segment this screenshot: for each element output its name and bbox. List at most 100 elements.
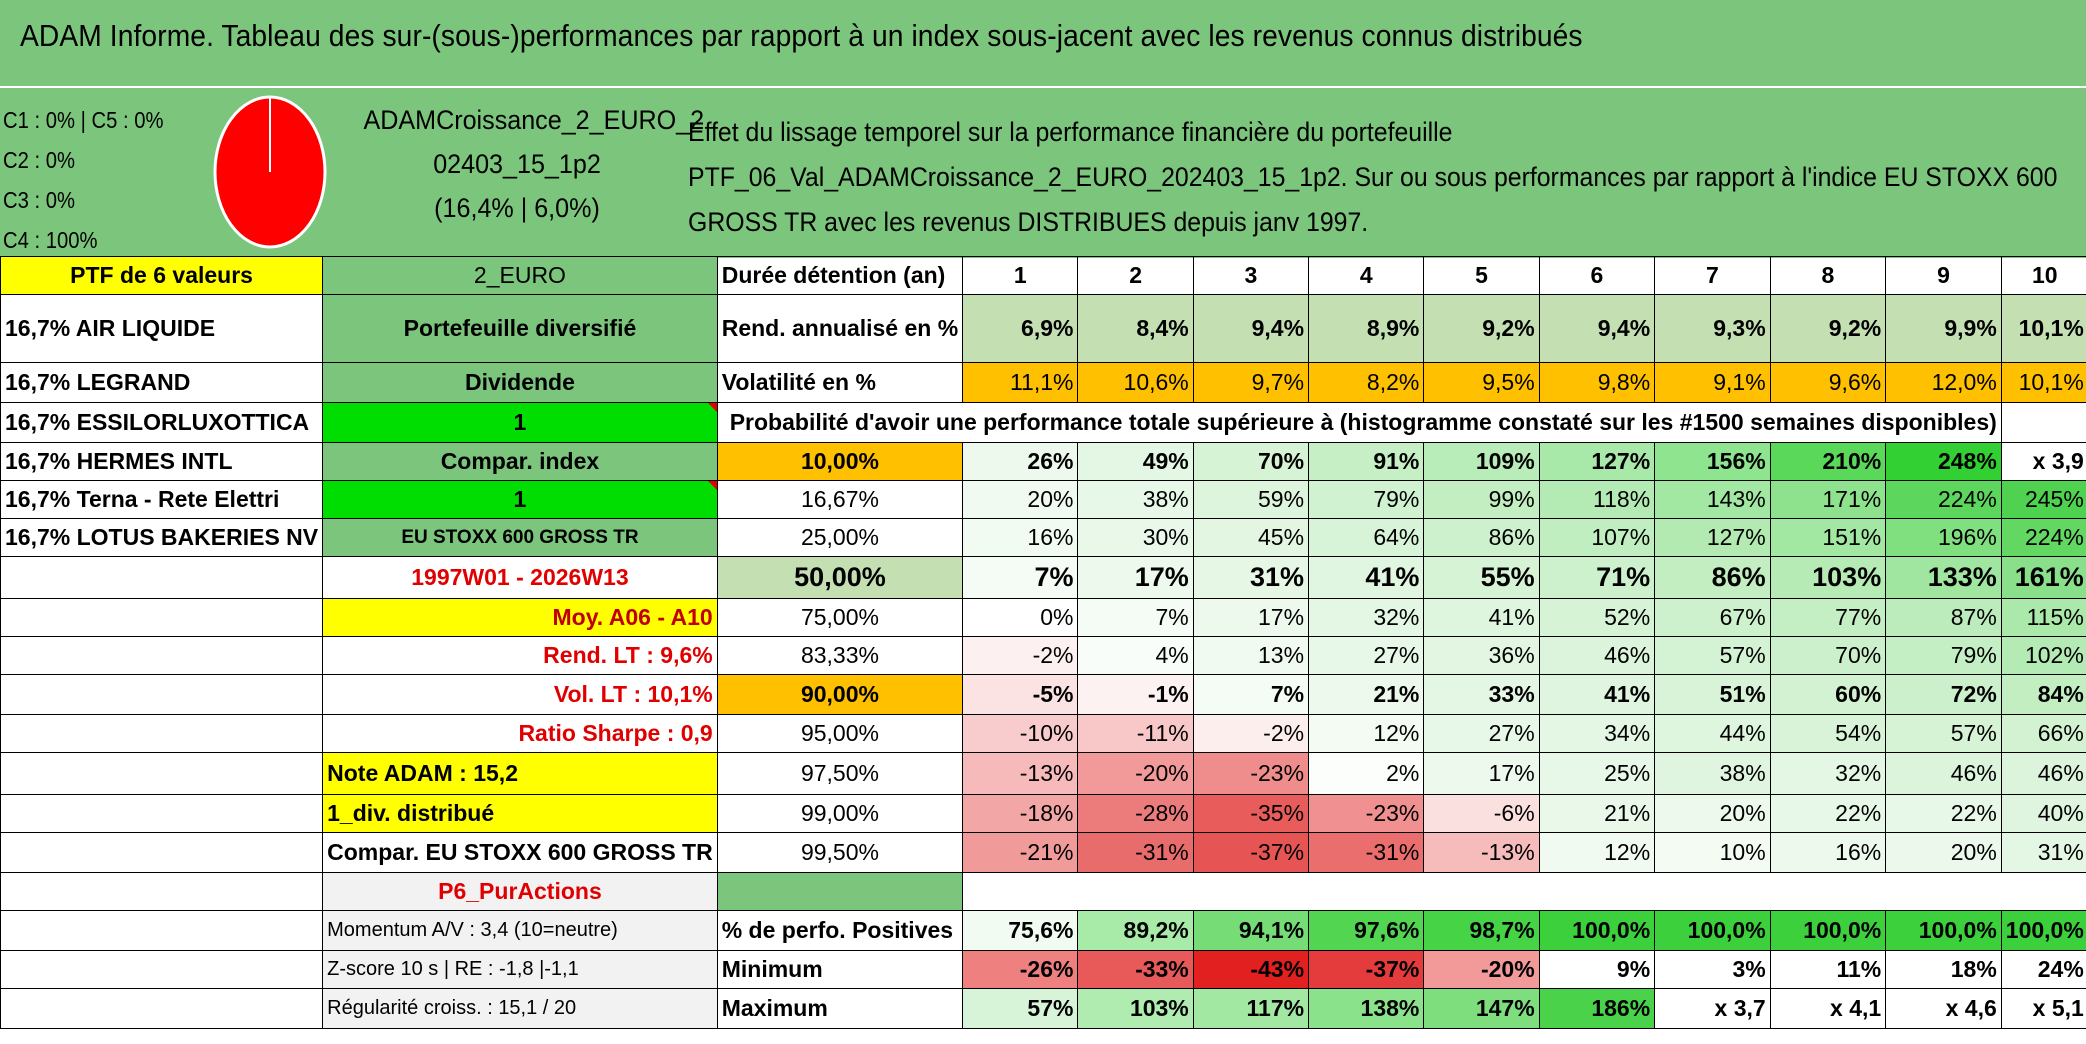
holding-5: 16,7% Terna - Rete Elettri: [0, 480, 324, 519]
legend-line-3: C3 : 0%: [3, 187, 76, 213]
prob-cell: 66%: [2000, 714, 2086, 753]
prob-cell: 7%: [962, 556, 1079, 599]
minimum-cell: 3%: [1654, 950, 1771, 989]
table-row: Moy. A06 - A10 75,00% 0% 7% 17% 32% 41% …: [0, 598, 2086, 637]
prob-cell: 13%: [1192, 636, 1310, 675]
prob-cell: 22%: [1885, 794, 2002, 833]
empty-band: [963, 873, 2086, 911]
strategy-name: P6_PurActions: [322, 872, 718, 911]
prob-cell: 45%: [1192, 518, 1310, 557]
prob-cell: 16%: [962, 518, 1079, 557]
prob-cell: 245%: [2000, 480, 2086, 519]
prob-cell: 31%: [1192, 556, 1310, 599]
distributed-dividend: 1_div. distribué: [322, 794, 718, 833]
prob-cell: 60%: [1769, 674, 1887, 715]
prob-cell: 27%: [1308, 636, 1425, 675]
legend-line-2: C2 : 0%: [3, 147, 76, 173]
holding-3: 16,7% ESSILORLUXOTTICA: [0, 402, 324, 443]
prob-cell: -20%: [1077, 752, 1194, 795]
volatility-cell: 9,5%: [1423, 362, 1540, 403]
prob-cell: 38%: [1077, 480, 1194, 519]
prob-cell: 224%: [1885, 480, 2002, 519]
prob-cell: 55%: [1423, 556, 1540, 599]
effect-description: Effet du lissage temporel sur la perform…: [688, 110, 2058, 245]
return-cell: 10,1%: [2000, 294, 2086, 363]
prob-cell: 32%: [1308, 598, 1425, 637]
prob-cell: -21%: [962, 832, 1079, 873]
holding-2: 16,7% LEGRAND: [0, 362, 324, 403]
prob-cell: 40%: [2000, 794, 2086, 833]
positive-perf-label: % de perfo. Positives: [716, 910, 964, 951]
empty-cell: [0, 832, 324, 873]
volatility-cell: 10,1%: [2000, 362, 2086, 403]
legend-line-4: C4 : 100%: [3, 227, 98, 253]
return-cell: 6,9%: [962, 294, 1079, 363]
minimum-cell: -26%: [962, 950, 1079, 989]
prob-cell: 20%: [1885, 832, 2002, 873]
currency-label: 2_EURO: [322, 256, 718, 295]
holding-1: 16,7% AIR LIQUIDE: [0, 294, 324, 363]
return-cell: 9,4%: [1192, 294, 1310, 363]
index-comparison-label: Compar. index: [322, 442, 718, 481]
dividend-label: Dividende: [322, 362, 718, 403]
return-cell: 9,3%: [1654, 294, 1771, 363]
positive-cell: 100,0%: [1769, 910, 1887, 951]
prob-cell: 38%: [1654, 752, 1771, 795]
prob-cell: 33%: [1423, 674, 1540, 715]
prob-cell: 49%: [1077, 442, 1194, 481]
prob-cell: 109%: [1423, 442, 1540, 481]
index-input[interactable]: 1: [322, 480, 718, 519]
prob-cell: 133%: [1885, 556, 2002, 599]
prob-cell: 20%: [962, 480, 1079, 519]
volatility-cell: 8,2%: [1308, 362, 1425, 403]
prob-cell: 224%: [2000, 518, 2086, 557]
minimum-cell: -37%: [1308, 950, 1425, 989]
prob-cell: 91%: [1308, 442, 1425, 481]
volatility-label: Volatilité en %: [716, 362, 964, 403]
prob-cell: 20%: [1654, 794, 1771, 833]
prob-cell: 71%: [1538, 556, 1656, 599]
prob-cell: 44%: [1654, 714, 1771, 753]
table-row: Momentum A/V : 3,4 (10=neutre) % de perf…: [0, 910, 2086, 951]
fund-name-line-2: 02403_15_1p2: [433, 149, 601, 179]
prob-cell: 46%: [1538, 636, 1656, 675]
z-score-label: Z-score 10 s | RE : -1,8 |-1,1: [322, 950, 718, 989]
table-row: Rend. LT : 9,6% 83,33% -2% 4% 13% 27% 36…: [0, 636, 2086, 675]
dividend-input[interactable]: 1: [322, 402, 718, 443]
prob-cell: 32%: [1769, 752, 1887, 795]
empty-cell: [0, 910, 324, 951]
threshold-50: 50,00%: [716, 556, 964, 599]
empty-cell: [0, 714, 324, 753]
table-row: 16,7% AIR LIQUIDE Portefeuille diversifi…: [0, 294, 2086, 363]
return-cell: 9,2%: [1769, 294, 1887, 363]
return-cell: 9,9%: [1885, 294, 2002, 363]
threshold-16: 16,67%: [716, 480, 964, 519]
prob-cell: 115%: [2000, 598, 2086, 637]
index-name: EU STOXX 600 GROSS TR: [322, 518, 718, 557]
effect-line-2: PTF_06_Val_ADAMCroissance_2_EURO_202403_…: [688, 162, 2058, 192]
positive-cell: 89,2%: [1077, 910, 1194, 951]
year-header: 2: [1077, 256, 1194, 295]
long-term-volatility: Vol. LT : 10,1%: [322, 674, 718, 715]
effect-line-1: Effet du lissage temporel sur la perform…: [688, 117, 1453, 147]
prob-cell: 26%: [962, 442, 1079, 481]
minimum-cell: -43%: [1192, 950, 1310, 989]
legend-line-1: C1 : 0% | C5 : 0%: [3, 107, 164, 133]
table-row: 16,7% HERMES INTL Compar. index 10,00% 2…: [0, 442, 2086, 481]
minimum-cell: 24%: [2000, 950, 2086, 989]
prob-cell: 67%: [1654, 598, 1771, 637]
prob-cell: 12%: [1538, 832, 1656, 873]
regularity-label: Régularité croiss. : 15,1 / 20: [322, 988, 718, 1029]
threshold-25: 25,00%: [716, 518, 964, 557]
prob-cell: -23%: [1308, 794, 1425, 833]
positive-cell: 100,0%: [1654, 910, 1771, 951]
allocation-pie-chart: [213, 95, 327, 249]
prob-cell: -28%: [1077, 794, 1194, 833]
prob-cell: 0%: [962, 598, 1079, 637]
maximum-cell: 138%: [1308, 988, 1425, 1029]
prob-cell: 143%: [1654, 480, 1771, 519]
prob-cell: 127%: [1654, 518, 1771, 557]
prob-cell: -2%: [1192, 714, 1310, 753]
annualized-return-label: Rend. annualisé en %: [716, 294, 964, 363]
prob-cell: -11%: [1077, 714, 1194, 753]
